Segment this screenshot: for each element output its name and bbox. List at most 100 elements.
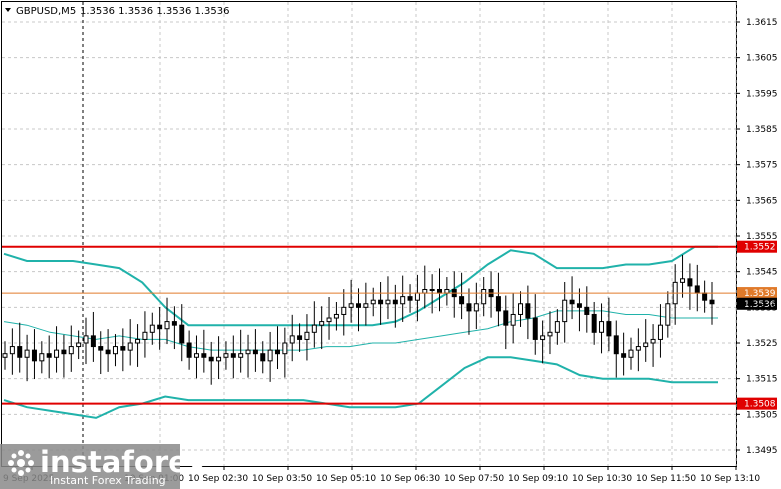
candle-bearish <box>120 346 126 351</box>
candle-bearish <box>201 353 207 358</box>
candle-bullish <box>643 342 649 348</box>
price-tick-label: 1.3555 <box>746 232 778 242</box>
price-tick-label: 1.3585 <box>746 125 778 135</box>
grid <box>2 2 737 466</box>
candle-bullish <box>665 303 671 326</box>
candle-bullish <box>518 303 524 315</box>
price-tick-label: 1.3525 <box>746 339 778 349</box>
dropdown-arrow-icon[interactable] <box>5 8 11 12</box>
bollinger-lower-band <box>3 356 718 419</box>
candle-bullish <box>304 331 310 340</box>
candle-bearish <box>171 321 177 326</box>
price-tick-label: 1.3515 <box>746 375 778 385</box>
candle-bullish <box>245 349 251 355</box>
candle-bullish <box>326 317 332 323</box>
candle-bearish <box>694 285 700 294</box>
candle-bullish <box>650 338 656 344</box>
candle-bearish <box>230 353 236 358</box>
candle-bullish <box>481 289 487 305</box>
time-tick-label: 10 Sep 10:30 <box>572 474 632 484</box>
time-tick-label: 10 Sep 03:50 <box>252 474 312 484</box>
candle-bullish <box>444 289 450 294</box>
candle-bullish <box>400 296 406 305</box>
candle-bullish <box>363 303 369 308</box>
candle-bullish <box>223 353 229 358</box>
candle-bullish <box>333 313 339 319</box>
candle-bullish <box>238 353 244 358</box>
candle-bearish <box>31 349 37 362</box>
price-tick-label: 1.3535 <box>746 303 778 313</box>
candle-bullish <box>385 299 391 305</box>
price-tick-label: 1.3615 <box>746 18 778 28</box>
candle-bullish <box>24 349 30 358</box>
candle-bearish <box>90 335 96 348</box>
candle-bearish <box>297 335 303 340</box>
candle-bearish <box>356 303 361 308</box>
candle-bullish <box>319 321 325 326</box>
logo-icon <box>8 450 34 476</box>
candle-bullish <box>680 278 686 283</box>
candle-bearish <box>621 353 627 358</box>
candle-bullish <box>83 335 89 344</box>
time-tick-label: 10 Sep 13:10 <box>700 474 760 484</box>
candle-bearish <box>532 317 538 340</box>
candle-bearish <box>46 353 52 358</box>
candle-bullish <box>429 289 435 291</box>
price-tick-label: 1.3505 <box>746 410 778 420</box>
candle-bearish <box>260 353 266 362</box>
candle-bearish <box>613 335 619 355</box>
candle-bullish <box>510 313 516 326</box>
candle-bearish <box>495 296 501 312</box>
candle-bullish <box>473 303 479 312</box>
candle-bearish <box>274 349 280 355</box>
candle-bullish <box>76 342 82 348</box>
resistance-level-badge <box>737 240 777 253</box>
chart-header: GBPUSD,M5 1.3536 1.3536 1.3536 1.3536 <box>5 6 230 17</box>
candle-bearish <box>606 321 612 337</box>
candle-bearish <box>702 292 708 301</box>
candle-bearish <box>186 342 192 358</box>
price-tick-label: 1.3565 <box>746 196 778 206</box>
candle-bullish <box>282 342 288 355</box>
logo-tagline: Instant Forex Trading <box>50 474 166 487</box>
orange-level-badge-label: 1.3539 <box>744 289 776 299</box>
price-tick-label: 1.3545 <box>746 268 778 278</box>
support-level-badge-label: 1.3508 <box>744 400 776 410</box>
candle-bullish <box>341 306 347 315</box>
candle-bullish <box>142 331 148 340</box>
candle-bullish <box>54 349 60 358</box>
candle-bearish <box>105 349 111 355</box>
symbol-label: GBPUSD,M5 <box>16 6 76 17</box>
candle-bearish <box>525 303 531 319</box>
price-tick-label: 1.3605 <box>746 54 778 64</box>
current-price-badge <box>737 297 777 310</box>
candle-bearish <box>179 324 185 344</box>
candle-bullish <box>216 356 222 362</box>
candle-bearish <box>98 346 104 351</box>
candle-bullish <box>193 353 199 358</box>
candle-bearish <box>407 296 413 301</box>
candle-bearish <box>503 310 509 326</box>
candle-bearish <box>157 324 163 330</box>
candle-bearish <box>378 299 384 305</box>
candles <box>2 254 715 385</box>
candle-bearish <box>591 313 597 333</box>
candle-bearish <box>61 349 67 355</box>
candle-bearish <box>584 306 590 315</box>
candle-bullish <box>414 292 420 301</box>
time-tick-label: 10 Sep 06:30 <box>380 474 440 484</box>
candle-bullish <box>657 324 663 340</box>
time-tick-label: 10 Sep 09:10 <box>508 474 568 484</box>
candle-bearish <box>709 299 715 305</box>
resistance-level-badge-label: 1.3552 <box>744 243 776 253</box>
candle-bearish <box>17 346 23 358</box>
support-level-badge <box>737 397 777 410</box>
candle-bearish <box>459 296 465 305</box>
time-tick-label: 10 Sep 11:50 <box>636 474 696 484</box>
price-tick-label: 1.3595 <box>746 89 778 99</box>
instaforex-logo: instaforex Instant Forex Trading <box>0 444 207 489</box>
